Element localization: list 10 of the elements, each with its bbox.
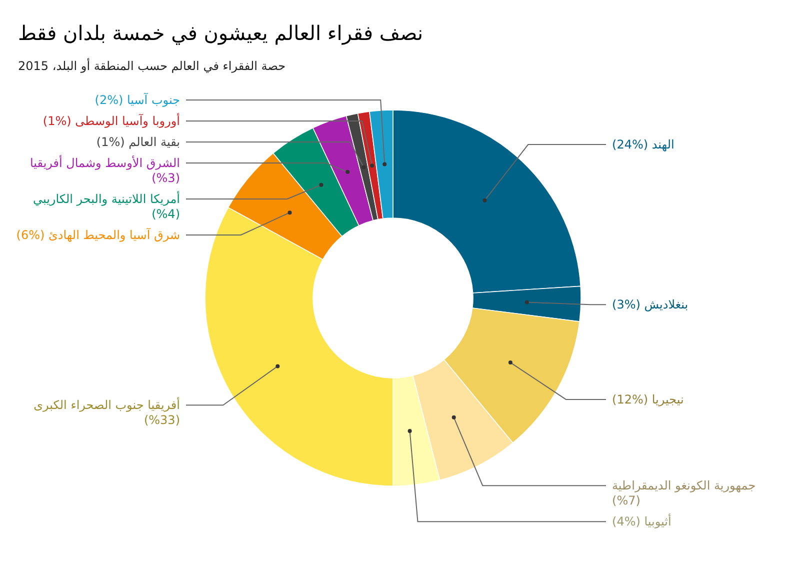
- chart-subtitle: حصة الفقراء في العالم حسب المنطقة أو البلد، 2015: [18, 58, 286, 73]
- slice-label: الهند (%24): [612, 138, 674, 152]
- slice-label: شرق آسيا والمحيط الهادئ (%6): [16, 227, 180, 242]
- slice-label: جنوب آسيا (%2): [94, 92, 180, 107]
- slice-label: أوروبا وآسيا الوسطى (%1): [42, 113, 180, 128]
- slice-label: بقية العالم (%1): [96, 135, 180, 149]
- chart-title: نصف فقراء العالم يعيشون في خمسة بلدان فقط: [18, 21, 424, 45]
- slice-label: أثيوبيا (%4): [612, 514, 672, 529]
- slice-label: نيجيريا (%12): [612, 392, 684, 406]
- slice-label: بنغلاديش (%3): [612, 298, 688, 312]
